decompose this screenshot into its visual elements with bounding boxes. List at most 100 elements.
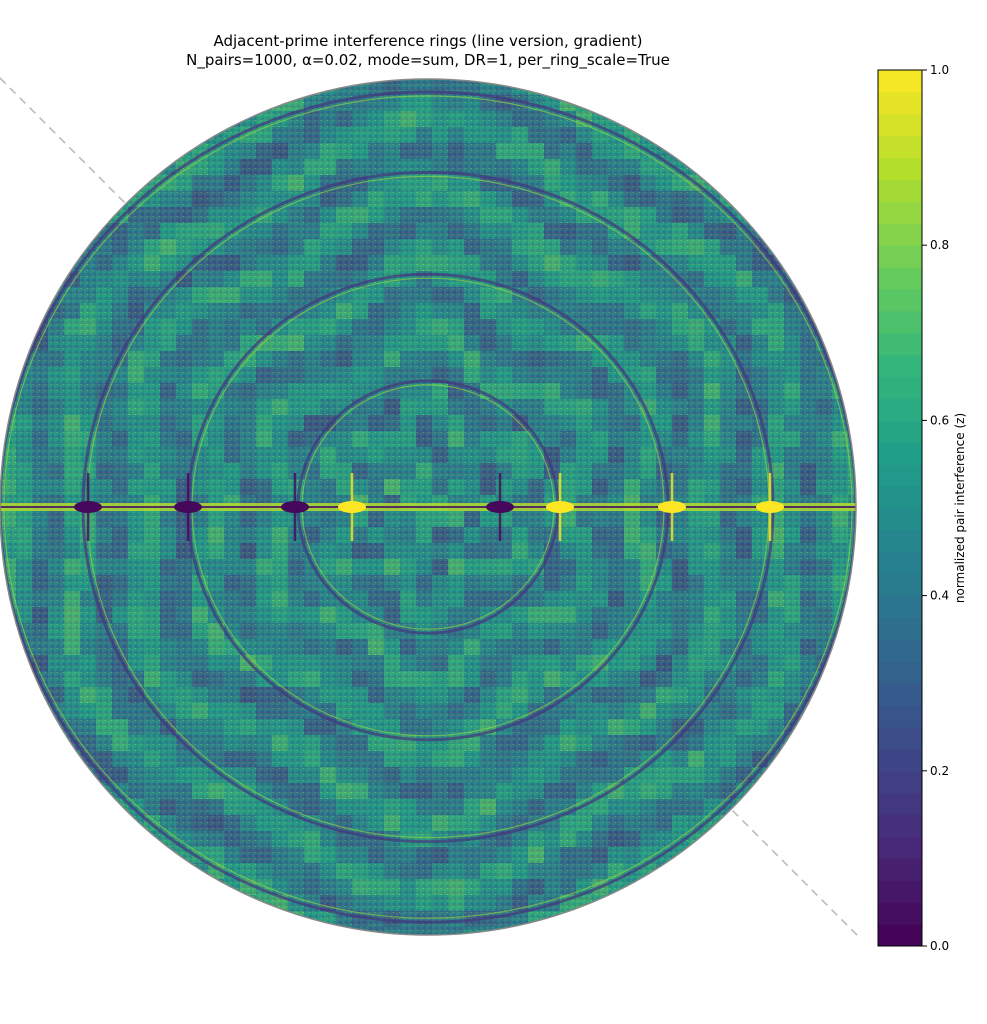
texture-cell: [752, 271, 768, 287]
texture-cell: [544, 271, 560, 287]
texture-cell: [448, 207, 464, 223]
texture-cell: [160, 703, 176, 719]
texture-cell: [448, 911, 464, 927]
texture-cell: [256, 847, 272, 863]
texture-cell: [368, 255, 384, 271]
texture-cell: [384, 575, 400, 591]
texture-cell: [352, 847, 368, 863]
texture-cell: [624, 143, 640, 159]
texture-cell: [304, 127, 320, 143]
texture-cell: [640, 719, 656, 735]
texture-cell: [512, 735, 528, 751]
texture-cell: [144, 415, 160, 431]
texture-cell: [432, 575, 448, 591]
texture-cell: [128, 543, 144, 559]
texture-cell: [240, 431, 256, 447]
texture-cell: [608, 335, 624, 351]
texture-cell: [112, 671, 128, 687]
texture-cell: [256, 159, 272, 175]
texture-cell: [336, 783, 352, 799]
texture-cell: [480, 511, 496, 527]
colorbar-bands: [878, 70, 922, 947]
texture-cell: [640, 559, 656, 575]
texture-cell: [208, 703, 224, 719]
texture-cell: [288, 271, 304, 287]
texture-cell: [352, 239, 368, 255]
texture-cell: [496, 751, 512, 767]
texture-cell: [128, 303, 144, 319]
texture-cell: [336, 399, 352, 415]
texture-cell: [464, 767, 480, 783]
texture-cell: [800, 655, 816, 671]
texture-cell: [704, 527, 720, 543]
texture-cell: [256, 239, 272, 255]
texture-cell: [48, 607, 64, 623]
texture-cell: [544, 351, 560, 367]
texture-cell: [704, 175, 720, 191]
texture-cell: [432, 447, 448, 463]
texture-cell: [496, 127, 512, 143]
texture-cell: [528, 383, 544, 399]
texture-cell: [496, 703, 512, 719]
texture-cell: [240, 831, 256, 847]
texture-cell: [544, 575, 560, 591]
texture-cell: [448, 287, 464, 303]
texture-cell: [608, 895, 624, 911]
texture-cell: [544, 751, 560, 767]
texture-cell: [400, 335, 416, 351]
texture-cell: [400, 463, 416, 479]
texture-cell: [672, 703, 688, 719]
texture-cell: [416, 543, 432, 559]
texture-cell: [176, 639, 192, 655]
texture-cell: [672, 447, 688, 463]
texture-cell: [560, 879, 576, 895]
texture-cell: [512, 607, 528, 623]
texture-cell: [464, 287, 480, 303]
texture-cell: [448, 783, 464, 799]
texture-cell: [256, 751, 272, 767]
texture-cell: [144, 159, 160, 175]
texture-cell: [96, 447, 112, 463]
texture-cell: [736, 767, 752, 783]
texture-cell: [304, 527, 320, 543]
texture-cell: [160, 479, 176, 495]
texture-cell: [208, 511, 224, 527]
texture-cell: [160, 463, 176, 479]
texture-cell: [224, 559, 240, 575]
texture-cell: [800, 511, 816, 527]
texture-cell: [384, 319, 400, 335]
colorbar-band: [878, 617, 922, 640]
texture-cell: [240, 143, 256, 159]
texture-cell: [496, 687, 512, 703]
texture-cell: [160, 447, 176, 463]
texture-cell: [592, 255, 608, 271]
texture-cell: [272, 655, 288, 671]
texture-cell: [800, 607, 816, 623]
texture-cell: [464, 783, 480, 799]
texture-cell: [624, 735, 640, 751]
texture-cell: [608, 575, 624, 591]
texture-cell: [656, 223, 672, 239]
texture-cell: [112, 447, 128, 463]
texture-cell: [192, 735, 208, 751]
texture-cell: [496, 335, 512, 351]
texture-cell: [160, 847, 176, 863]
texture-cell: [288, 591, 304, 607]
texture-cell: [320, 207, 336, 223]
texture-cell: [624, 111, 640, 127]
texture-cell: [176, 415, 192, 431]
texture-cell: [128, 559, 144, 575]
texture-cell: [400, 527, 416, 543]
texture-cell: [448, 751, 464, 767]
texture-cell: [656, 239, 672, 255]
texture-cell: [272, 159, 288, 175]
texture-cell: [624, 671, 640, 687]
texture-cell: [592, 367, 608, 383]
texture-cell: [432, 335, 448, 351]
texture-cell: [512, 367, 528, 383]
texture-cell: [64, 511, 80, 527]
texture-cell: [448, 223, 464, 239]
texture-cell: [352, 863, 368, 879]
texture-cell: [448, 863, 464, 879]
